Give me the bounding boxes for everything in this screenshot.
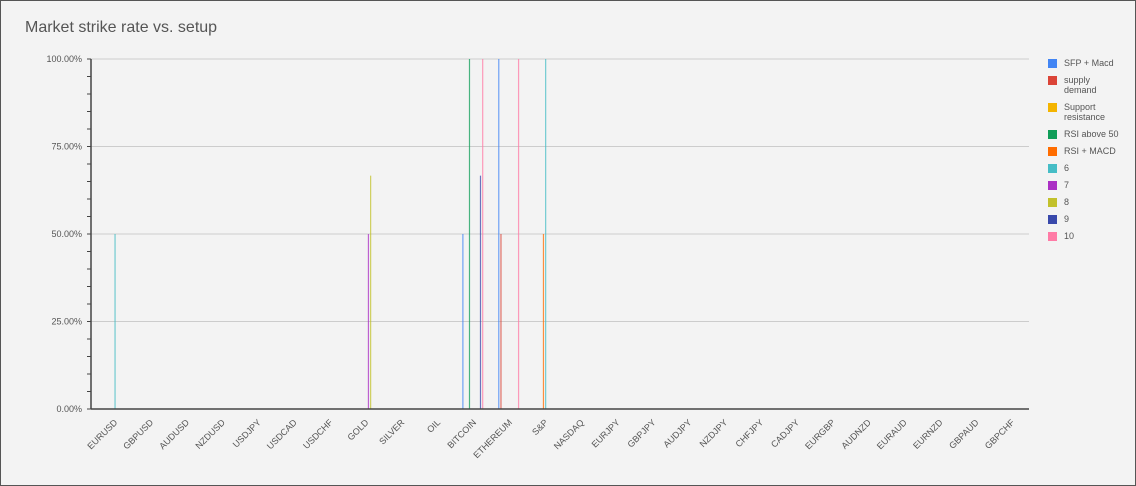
- legend-swatch: [1048, 215, 1057, 224]
- legend-swatch: [1048, 59, 1057, 68]
- legend-label: supply demand: [1064, 75, 1097, 95]
- legend-item[interactable]: 9: [1048, 214, 1133, 224]
- legend-swatch: [1048, 103, 1057, 112]
- legend-label: 9: [1064, 214, 1070, 224]
- legend-label: 7: [1064, 180, 1070, 190]
- x-tick-label: EURUSD: [85, 417, 119, 451]
- x-tick-label: GOLD: [345, 417, 370, 442]
- legend-label: 6: [1064, 163, 1070, 173]
- x-tick-label: AUDNZD: [839, 417, 873, 451]
- legend-swatch: [1048, 232, 1057, 241]
- legend-swatch: [1048, 76, 1057, 85]
- chart-title: Market strike rate vs. setup: [25, 19, 218, 36]
- legend-label: RSI above 50: [1064, 129, 1119, 139]
- x-tick-label: EURGBP: [803, 417, 837, 451]
- x-tick-label: ETHEREUM: [471, 417, 514, 460]
- x-tick-label: USDCAD: [265, 417, 299, 451]
- x-tick-label: SILVER: [377, 417, 407, 447]
- legend-swatch: [1048, 198, 1057, 207]
- legend-label: SFP + Macd: [1064, 58, 1114, 68]
- x-tick-label: S&P: [530, 417, 550, 437]
- bar: [500, 234, 502, 409]
- bar: [542, 234, 545, 409]
- x-tick-label: GBPAUD: [947, 417, 981, 451]
- legend-item[interactable]: RSI + MACD: [1048, 146, 1133, 156]
- legend-label: 10: [1064, 231, 1075, 241]
- bar: [370, 175, 372, 409]
- x-tick-label: NZDUSD: [193, 417, 227, 451]
- x-tick-label: USDJPY: [231, 417, 263, 449]
- legend-swatch: [1048, 164, 1057, 173]
- legend-swatch: [1048, 130, 1057, 139]
- y-tick-label: 100.00%: [46, 54, 82, 64]
- legend-item[interactable]: supply demand: [1048, 75, 1133, 95]
- legend-item[interactable]: 7: [1048, 180, 1133, 190]
- legend-label: RSI + MACD: [1064, 146, 1116, 156]
- x-tick-label: GBPUSD: [121, 417, 155, 451]
- legend-label: 8: [1064, 197, 1070, 207]
- x-tick-label: CHFJPY: [733, 417, 765, 449]
- x-tick-label: BITCOIN: [445, 417, 478, 450]
- x-tick-label: EURAUD: [875, 417, 909, 451]
- bar: [482, 59, 484, 409]
- x-tick-label: USDCHF: [301, 417, 335, 451]
- x-tick-label: OIL: [425, 417, 442, 434]
- x-tick-label: EURJPY: [590, 417, 622, 449]
- bar: [479, 175, 482, 409]
- bar: [545, 59, 547, 409]
- bar: [468, 59, 471, 409]
- bar: [114, 234, 116, 409]
- bar: [367, 234, 370, 409]
- bar: [462, 234, 464, 409]
- x-tick-label: CADJPY: [769, 417, 801, 449]
- legend-label: Support resistance: [1064, 102, 1106, 122]
- bar: [498, 59, 500, 409]
- x-tick-label: NZDJPY: [698, 417, 730, 449]
- legend-item[interactable]: 6: [1048, 163, 1133, 173]
- legend-swatch: [1048, 181, 1057, 190]
- legend: SFP + Macd supply demand Support resistanc…: [1048, 58, 1133, 248]
- y-tick-label: 50.00%: [51, 229, 82, 239]
- x-tick-label: AUDUSD: [157, 417, 191, 451]
- x-tick-label: EURNZD: [911, 417, 945, 451]
- legend-item[interactable]: SFP + Macd: [1048, 58, 1133, 68]
- x-tick-label: NASDAQ: [552, 417, 586, 451]
- x-tick-label: GBPCHF: [983, 417, 1017, 451]
- legend-item[interactable]: RSI above 50: [1048, 129, 1133, 139]
- y-tick-label: 25.00%: [51, 317, 82, 327]
- y-tick-label: 0.00%: [56, 404, 82, 414]
- y-tick-label: 75.00%: [51, 142, 82, 152]
- legend-swatch: [1048, 147, 1057, 156]
- x-tick-label: GBPJPY: [625, 417, 657, 449]
- bar: [517, 59, 520, 409]
- x-tick-label: AUDJPY: [661, 417, 693, 449]
- legend-item[interactable]: Support resistance: [1048, 102, 1133, 122]
- legend-item[interactable]: 8: [1048, 197, 1133, 207]
- legend-item[interactable]: 10: [1048, 231, 1133, 241]
